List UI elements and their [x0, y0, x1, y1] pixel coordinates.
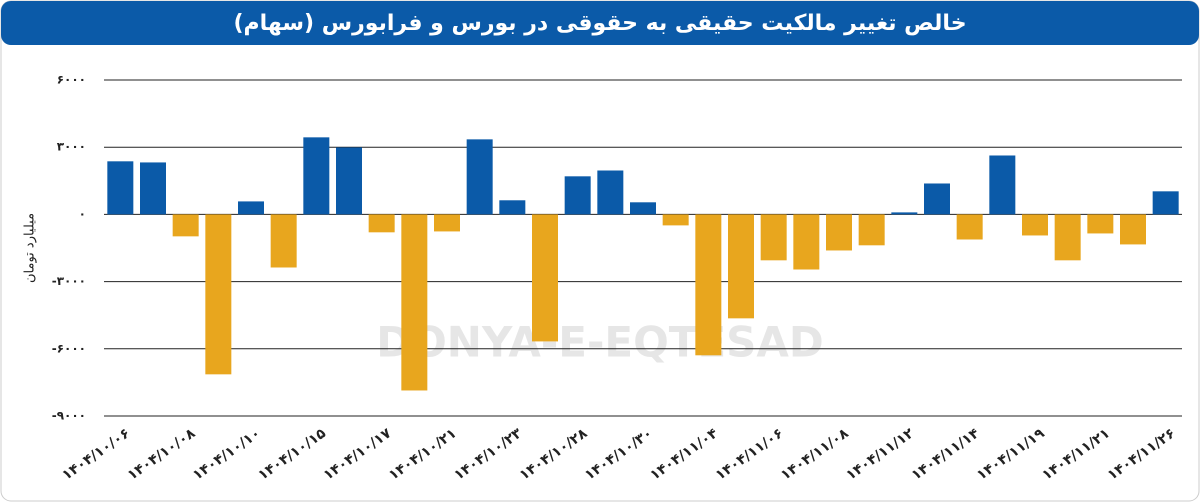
bar [1152, 191, 1179, 215]
bar [466, 139, 493, 215]
bar [858, 214, 885, 246]
bar [793, 214, 820, 270]
bar [107, 161, 134, 215]
bar [1054, 214, 1081, 261]
bar [989, 155, 1016, 215]
bar [564, 176, 591, 215]
bar [401, 214, 428, 391]
bar [1120, 214, 1146, 245]
bar [238, 201, 264, 215]
bar [205, 214, 232, 375]
bar [956, 214, 983, 240]
bar [336, 147, 362, 215]
bar [1022, 214, 1048, 236]
y-tick-label: -۹۰۰۰ [52, 409, 86, 423]
bar [597, 170, 624, 215]
bar [172, 214, 199, 237]
bar [499, 200, 526, 215]
bar [826, 214, 852, 251]
bar [924, 183, 950, 215]
bar [532, 214, 558, 342]
bar [728, 214, 754, 319]
bar [434, 214, 460, 232]
bar [270, 214, 297, 268]
chart-title: خالص تغییر مالکیت حقیقی به حقوقی در بورس… [233, 11, 966, 36]
bar [695, 214, 722, 356]
y-tick-label: ۳۰۰۰ [57, 140, 86, 154]
bar [891, 212, 918, 215]
y-tick-label: ۶۰۰۰ [57, 73, 86, 87]
bar [368, 214, 395, 233]
bar [630, 202, 656, 215]
y-axis-label: میلیارد تومان [23, 213, 38, 283]
bar [760, 214, 787, 261]
bar [1087, 214, 1114, 234]
bar [303, 137, 330, 215]
y-tick-label: -۳۰۰۰ [52, 274, 86, 288]
watermark: DONYA-E-EQTESAD [376, 318, 824, 367]
title-bar [1, 1, 1199, 45]
y-tick-label: -۶۰۰۰ [52, 341, 86, 355]
y-tick-label: ۰ [79, 207, 86, 221]
bar [662, 214, 689, 226]
bar [140, 162, 166, 215]
